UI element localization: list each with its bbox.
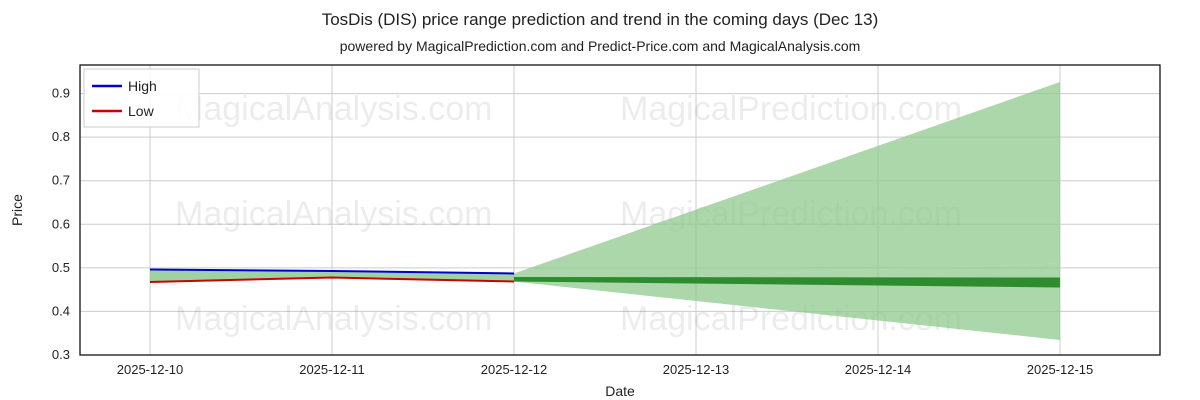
svg-text:2025-12-12: 2025-12-12 [481, 362, 548, 377]
chart-container: TosDis (DIS) price range prediction and … [0, 0, 1200, 400]
svg-text:MagicalPrediction.com: MagicalPrediction.com [620, 90, 962, 128]
svg-text:0.7: 0.7 [52, 173, 70, 188]
svg-text:2025-12-11: 2025-12-11 [299, 362, 365, 377]
svg-text:2025-12-15: 2025-12-15 [1027, 362, 1094, 377]
legend-low-label: Low [128, 103, 155, 119]
svg-text:MagicalAnalysis.com: MagicalAnalysis.com [175, 195, 492, 233]
svg-text:2025-12-14: 2025-12-14 [845, 362, 912, 377]
svg-text:0.9: 0.9 [52, 86, 70, 101]
svg-text:0.5: 0.5 [52, 260, 70, 275]
svg-text:MagicalAnalysis.com: MagicalAnalysis.com [175, 300, 492, 338]
y-axis-title: Price [9, 194, 25, 226]
legend-group[interactable]: High Low [84, 69, 199, 127]
svg-text:0.8: 0.8 [52, 129, 70, 144]
y-tick-labels: 0.3 0.4 0.5 0.6 0.7 0.8 0.9 [52, 86, 70, 362]
svg-text:2025-12-10: 2025-12-10 [117, 362, 184, 377]
svg-text:0.4: 0.4 [52, 303, 70, 318]
x-axis-title: Date [605, 383, 635, 399]
legend-high-label: High [128, 78, 157, 94]
svg-text:0.3: 0.3 [52, 347, 70, 362]
svg-text:2025-12-13: 2025-12-13 [663, 362, 730, 377]
svg-text:0.6: 0.6 [52, 216, 70, 231]
x-tick-labels: 2025-12-10 2025-12-11 2025-12-12 2025-12… [117, 362, 1094, 377]
chart-svg: MagicalAnalysis.com MagicalPrediction.co… [0, 0, 1200, 400]
svg-text:MagicalAnalysis.com: MagicalAnalysis.com [175, 90, 492, 128]
